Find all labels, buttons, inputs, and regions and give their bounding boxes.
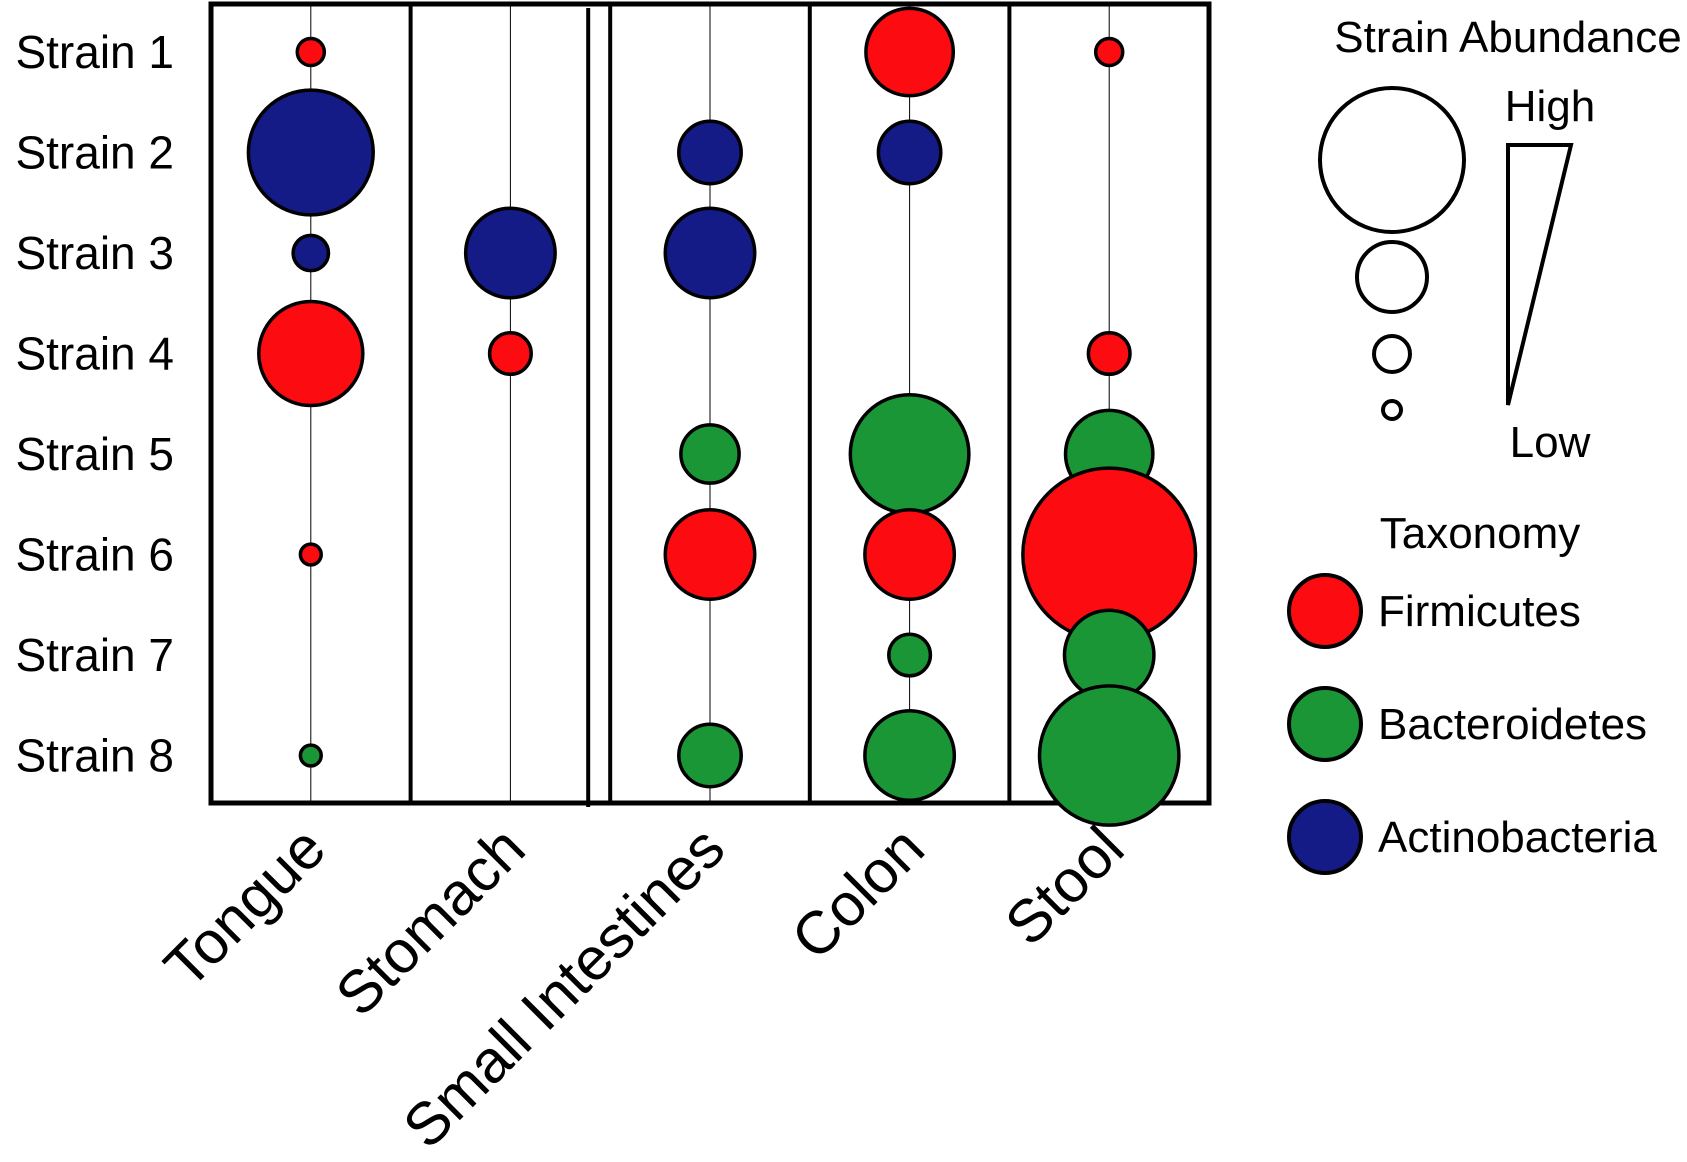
- bubble-strain-8-tongue: [298, 743, 323, 768]
- strain-label: Strain 1: [15, 26, 174, 78]
- site-label: Stomach: [323, 814, 538, 1029]
- legend: Strain Abundance High Low Taxonomy Firmi…: [1287, 13, 1682, 875]
- strain-label: Strain 3: [15, 227, 174, 279]
- bubble-strain-8-stool: [1037, 684, 1181, 827]
- size-legend: [1318, 86, 1466, 421]
- strain-label: Strain 2: [15, 127, 174, 179]
- taxonomy-label: Bacteroidetes: [1378, 700, 1647, 749]
- bubble-strain-2-colon: [876, 119, 943, 186]
- taxonomy-swatch: [1287, 573, 1363, 649]
- bubble-strain-5-colon: [848, 392, 971, 516]
- strain-labels: Strain 1 Strain 2 Strain 3 Strain 4 Strain 5…: [15, 26, 174, 782]
- bubble-strain-3-stomach: [463, 206, 557, 300]
- bubble-strain-1-colon: [864, 6, 956, 98]
- bubble-strain-7-colon: [887, 632, 933, 678]
- bubble-strain-6-colon: [863, 508, 957, 601]
- bubble-strain-6-tongue: [298, 542, 323, 567]
- taxonomy-swatch: [1287, 686, 1363, 762]
- site-label: Stool: [992, 814, 1136, 958]
- strain-label: Strain 8: [15, 730, 174, 782]
- taxonomy-label: Firmicutes: [1378, 587, 1581, 636]
- abundance-low-label: Low: [1510, 418, 1591, 467]
- bubble-strain-8-colon: [863, 709, 957, 802]
- bubble-strain-8-small-intestines: [677, 722, 743, 789]
- taxonomy-legend-title: Taxonomy: [1380, 509, 1581, 558]
- taxonomy-swatch: [1287, 799, 1363, 875]
- abundance-legend-title: Strain Abundance: [1334, 13, 1681, 62]
- strain-label: Strain 4: [15, 328, 174, 380]
- bubble-strain-1-tongue: [295, 36, 327, 68]
- taxonomy-legend: Firmicutes Bacteroidetes Actinobacteria: [1287, 573, 1657, 875]
- bubble-strain-1-stool: [1093, 36, 1125, 68]
- size-legend-circle: [1372, 334, 1412, 374]
- bubble-strain-6-small-intestines: [663, 508, 757, 601]
- bubble-strain-2-small-intestines: [677, 119, 743, 186]
- bubble-strain-2-tongue: [246, 88, 375, 217]
- bubble-strain-3-small-intestines: [663, 206, 757, 300]
- bubble-strain-3-tongue: [291, 233, 331, 273]
- strain-label: Strain 5: [15, 428, 174, 480]
- size-legend-circle: [1355, 240, 1429, 314]
- abundance-high-label: High: [1505, 82, 1596, 131]
- bubble-strain-4-tongue: [257, 299, 365, 408]
- bubble-strain-5-small-intestines: [679, 423, 741, 485]
- strain-label: Strain 7: [15, 629, 174, 681]
- strain-label: Strain 6: [15, 529, 174, 581]
- plot-area: [208, 1, 1212, 827]
- bubble-strain-4-stool: [1086, 330, 1132, 377]
- abundance-wedge: [1506, 143, 1574, 406]
- site-label: Colon: [779, 814, 937, 972]
- site-label: Tongue: [151, 814, 338, 1001]
- size-legend-circle: [1381, 399, 1403, 421]
- size-legend-circle: [1318, 86, 1466, 234]
- bubble-strain-4-stomach: [487, 330, 533, 377]
- taxonomy-label: Actinobacteria: [1378, 813, 1657, 862]
